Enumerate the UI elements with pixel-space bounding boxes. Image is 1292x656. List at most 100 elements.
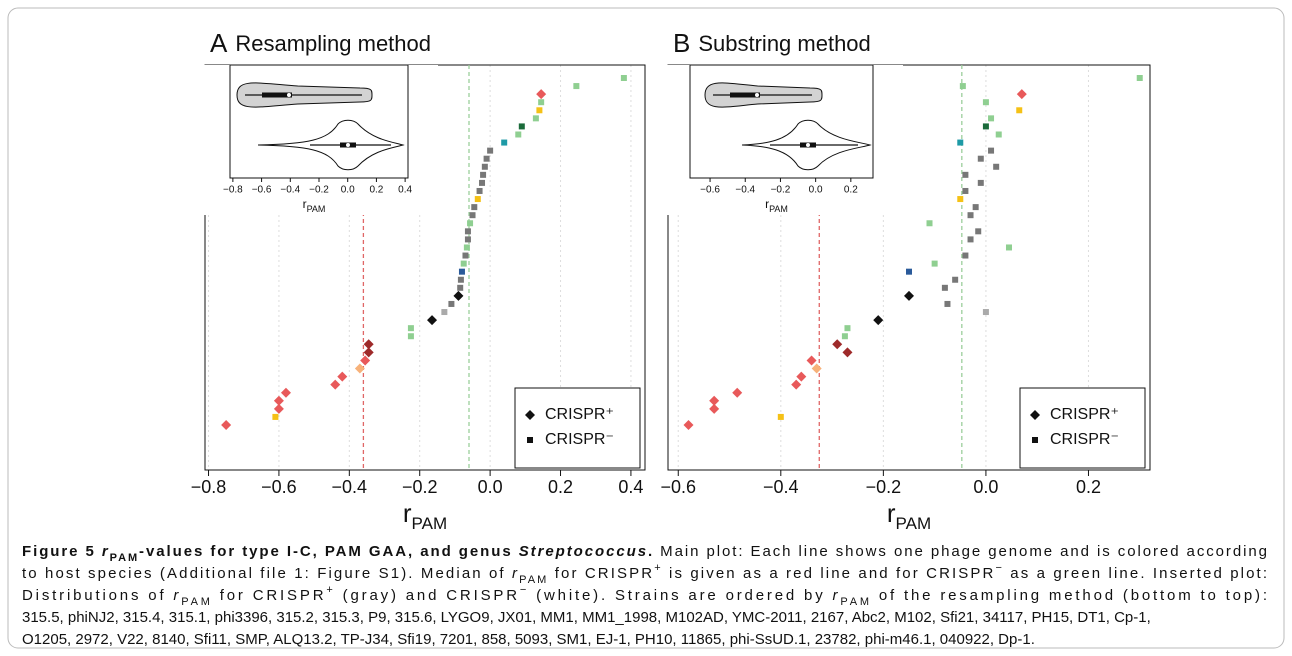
- data-point: [464, 236, 471, 243]
- data-point: [536, 89, 547, 100]
- caption-line: O1205, 2972, V22, 8140, Sfi11, SMP, ALQ1…: [22, 631, 1035, 648]
- data-point: [844, 325, 851, 332]
- data-point: [906, 268, 912, 275]
- data-point: [441, 309, 448, 316]
- caption-text: PAM: [840, 596, 869, 608]
- panel-letter: B: [673, 28, 690, 58]
- caption-text: for CRISPR: [213, 587, 324, 604]
- data-point: [977, 179, 984, 186]
- data-point: [457, 284, 464, 291]
- data-point: [407, 333, 414, 340]
- data-point: [975, 228, 982, 235]
- data-point: [474, 196, 481, 203]
- caption-text: -values for type I-C, PAM GAA, and genus: [139, 543, 517, 560]
- data-point: [1136, 75, 1143, 81]
- x-tick-label: −0.4: [763, 477, 799, 497]
- caption-line: to host species (Additional file 1: Figu…: [22, 562, 1267, 586]
- legend-marker: [527, 437, 533, 443]
- caption-text: +: [326, 584, 332, 596]
- data-point: [476, 187, 483, 194]
- data-point: [841, 333, 848, 340]
- x-axis-label-main: r: [403, 498, 412, 528]
- data-point: [962, 171, 969, 178]
- x-axis-label-main: r: [887, 498, 896, 528]
- inset-x-tick-label: −0.4: [280, 185, 300, 196]
- panel-title: A Resampling method: [210, 28, 431, 58]
- caption-text: Distributions of: [22, 587, 171, 604]
- data-point: [709, 403, 720, 414]
- data-point: [620, 75, 627, 81]
- data-point: [280, 387, 291, 398]
- data-point: [982, 123, 989, 130]
- data-point: [904, 290, 914, 301]
- data-point: [842, 347, 853, 358]
- data-point: [480, 171, 487, 178]
- data-point: [972, 204, 979, 211]
- data-point: [427, 315, 438, 326]
- data-point: [515, 131, 522, 138]
- x-tick-label: −0.8: [191, 477, 227, 497]
- inset-x-label-sub: PAM: [769, 204, 788, 214]
- data-point: [806, 355, 817, 366]
- data-point: [458, 268, 465, 275]
- data-point: [811, 363, 822, 374]
- data-point: [457, 276, 464, 283]
- violin-median: [806, 143, 810, 147]
- inset-x-tick-label: −0.2: [309, 185, 329, 196]
- data-point: [796, 371, 807, 382]
- data-point: [995, 131, 1002, 138]
- data-point: [941, 284, 948, 291]
- legend-marker: [1030, 410, 1040, 420]
- panel-letter: A: [210, 28, 228, 58]
- data-point: [832, 339, 843, 350]
- caption-text: PAM: [181, 596, 210, 608]
- caption-line: 315.5, phiNJ2, 315.4, 315.1, phi3396, 31…: [22, 609, 1151, 626]
- x-tick-label: 0.2: [1076, 477, 1101, 497]
- data-point: [471, 204, 478, 211]
- data-point: [957, 139, 964, 146]
- data-point: [453, 290, 464, 301]
- legend-label: CRISPR⁺: [545, 406, 614, 423]
- data-point: [1016, 89, 1027, 100]
- legend-label: CRISPR⁻: [1050, 431, 1119, 448]
- data-point: [460, 260, 467, 267]
- caption-text: −: [520, 584, 526, 596]
- data-point: [988, 115, 995, 122]
- caption-text: r: [173, 587, 179, 604]
- violin-median: [287, 93, 291, 97]
- data-point: [977, 155, 984, 162]
- legend-marker: [1032, 437, 1038, 443]
- caption-text: of the resampling method (bottom to top)…: [872, 587, 1267, 604]
- caption-text: r: [102, 543, 109, 560]
- inset-x-tick-label: 0.0: [341, 185, 355, 196]
- x-tick-label: −0.4: [332, 477, 368, 497]
- data-point: [532, 115, 539, 122]
- data-point: [967, 236, 974, 243]
- data-point: [967, 212, 974, 219]
- caption-text: Streptococcus: [519, 543, 646, 560]
- data-point: [337, 371, 348, 382]
- panel-title-text: Substring method: [698, 31, 870, 56]
- caption-text: 315.5, phiNJ2, 315.4, 315.1, phi3396, 31…: [22, 609, 1151, 626]
- inset-x-label: rPAM: [765, 197, 788, 214]
- x-tick-label: −0.6: [660, 477, 696, 497]
- inset-x-tick-label: −0.4: [735, 185, 755, 196]
- caption-text: +: [654, 562, 660, 574]
- data-point: [873, 315, 884, 326]
- caption-line: Distributions of r PAM for CRISPR + (gray)…: [22, 584, 1267, 608]
- data-point: [273, 395, 284, 406]
- data-point: [464, 228, 471, 235]
- data-point: [536, 107, 543, 114]
- inset-x-tick-label: 0.2: [369, 185, 383, 196]
- violin-median: [346, 143, 350, 147]
- data-point: [982, 309, 989, 316]
- inset-x-tick-label: 0.2: [844, 185, 858, 196]
- data-point: [993, 163, 1000, 170]
- inset-x-label-main: r: [765, 197, 769, 211]
- data-point: [683, 420, 694, 430]
- panel-title-text: Resampling method: [235, 31, 431, 56]
- data-point: [1016, 107, 1023, 114]
- violin-median: [755, 93, 759, 97]
- data-point: [1005, 244, 1012, 251]
